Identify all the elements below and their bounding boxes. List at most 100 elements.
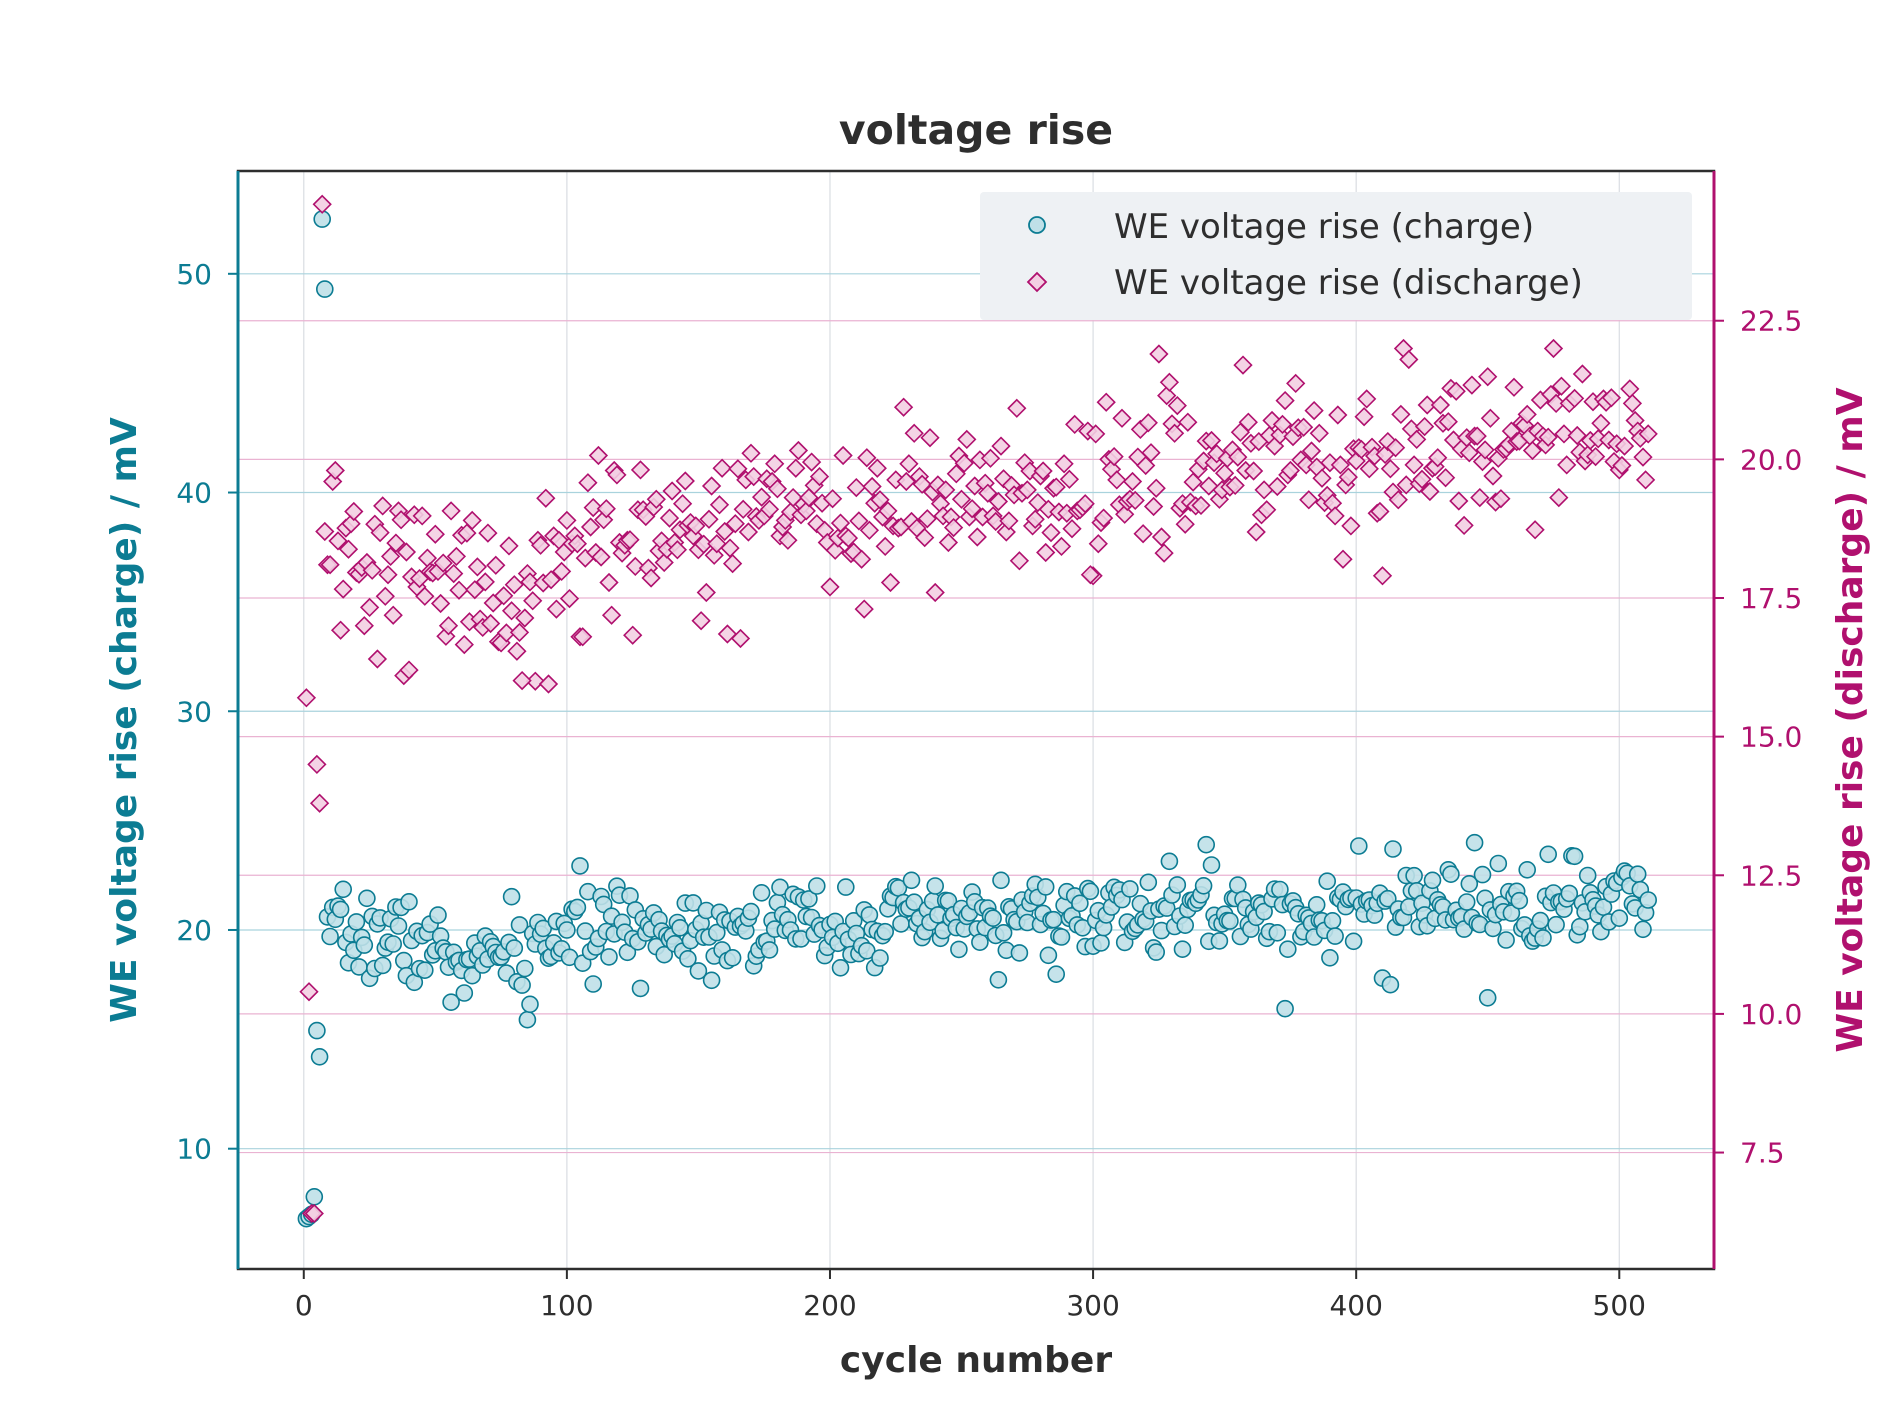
y-left-tick-label: 50 <box>176 258 212 291</box>
discharge-point <box>580 517 601 537</box>
discharge-point <box>1385 438 1406 458</box>
discharge-point <box>738 522 759 542</box>
discharge-point <box>1478 367 1498 387</box>
discharge-point <box>1243 461 1264 481</box>
charge-point <box>702 971 721 990</box>
discharge-point <box>1330 455 1351 475</box>
discharge-point <box>1557 455 1577 475</box>
discharge-point <box>1054 454 1074 474</box>
discharge-point <box>1438 412 1458 432</box>
discharge-point <box>467 557 488 577</box>
charge-point <box>502 887 521 906</box>
discharge-point <box>1096 392 1116 412</box>
discharge-point <box>904 423 924 443</box>
discharge-point <box>525 671 545 691</box>
charge-point <box>1268 923 1287 942</box>
charge-point <box>831 958 850 977</box>
discharge-point <box>583 497 603 518</box>
discharge-point <box>675 471 695 491</box>
discharge-point <box>333 579 353 599</box>
legend-charge-marker <box>1028 216 1046 234</box>
discharge-point <box>767 479 788 499</box>
discharge-point <box>999 511 1019 531</box>
charge-point <box>373 956 392 975</box>
discharge-point <box>1572 364 1593 384</box>
charge-point <box>1531 911 1550 930</box>
discharge-point <box>328 531 348 551</box>
charge-point <box>723 948 742 967</box>
charge-point <box>358 889 376 908</box>
discharge-point <box>925 582 945 603</box>
discharge-point <box>899 454 919 474</box>
discharge-point <box>1272 414 1293 435</box>
charge-point <box>800 890 818 908</box>
charge-point <box>355 936 374 954</box>
discharge-point <box>1430 395 1451 415</box>
discharge-point <box>954 453 974 473</box>
discharge-point <box>1046 477 1066 497</box>
charge-point <box>1539 845 1557 864</box>
legend-discharge-marker <box>1026 271 1048 293</box>
legend-charge-label: WE voltage rise (charge) <box>1114 207 1534 247</box>
discharge-point <box>415 586 435 606</box>
charge-point <box>400 892 418 911</box>
discharge-point <box>1459 443 1479 463</box>
discharge-point <box>399 660 419 680</box>
discharge-point <box>501 601 522 621</box>
discharge-point <box>1254 480 1274 500</box>
discharge-point <box>438 616 459 636</box>
charge-point <box>571 857 589 875</box>
discharge-point <box>991 436 1011 456</box>
discharge-point <box>430 593 451 614</box>
charge-point <box>1565 847 1584 866</box>
charge-point <box>752 883 771 902</box>
discharge-point <box>557 510 577 531</box>
discharge-point <box>659 508 680 528</box>
charge-point <box>331 900 350 919</box>
charge-point <box>892 915 910 933</box>
discharge-point <box>851 549 872 569</box>
y-right-tick-label: 7.5 <box>1740 1137 1785 1170</box>
discharge-point <box>1141 443 1161 463</box>
discharge-point <box>496 623 517 643</box>
discharge-point <box>988 491 1009 512</box>
discharge-point <box>1635 470 1656 490</box>
discharge-point <box>694 534 714 554</box>
discharge-point <box>1543 338 1564 359</box>
discharge-point <box>325 460 345 481</box>
discharge-point <box>1036 542 1056 563</box>
discharge-point <box>520 572 540 592</box>
discharge-point <box>920 428 940 448</box>
discharge-point <box>893 397 914 417</box>
discharge-point <box>449 580 469 600</box>
y-axis-left-label: WE voltage rise (charge) / mV <box>104 417 145 1023</box>
discharge-point <box>744 466 764 487</box>
discharge-point <box>667 540 688 560</box>
discharge-point <box>1033 461 1053 481</box>
discharge-point <box>1591 413 1611 433</box>
discharge-point <box>1146 478 1166 498</box>
discharge-point <box>1428 448 1448 468</box>
discharge-point <box>530 535 551 555</box>
charge-point <box>1160 852 1179 871</box>
discharge-point <box>1257 500 1277 520</box>
discharge-point <box>1614 436 1635 456</box>
charge-point <box>1081 882 1100 901</box>
charge-point <box>1634 920 1652 939</box>
charge-point <box>1139 873 1158 892</box>
discharge-point <box>1546 393 1566 414</box>
charge-point <box>1071 894 1089 913</box>
discharge-point <box>1175 514 1195 534</box>
discharge-point <box>375 586 395 606</box>
charge-point <box>518 1010 537 1029</box>
discharge-point <box>686 516 706 536</box>
discharge-point <box>1159 372 1180 392</box>
discharge-point <box>1483 466 1503 486</box>
discharge-point <box>1601 388 1622 408</box>
discharge-point <box>696 582 716 603</box>
charge-point <box>857 941 876 960</box>
legend: WE voltage rise (charge) WE voltage rise… <box>980 192 1692 320</box>
discharge-point <box>1301 441 1322 461</box>
discharge-point <box>309 793 330 813</box>
discharge-point <box>373 496 393 516</box>
